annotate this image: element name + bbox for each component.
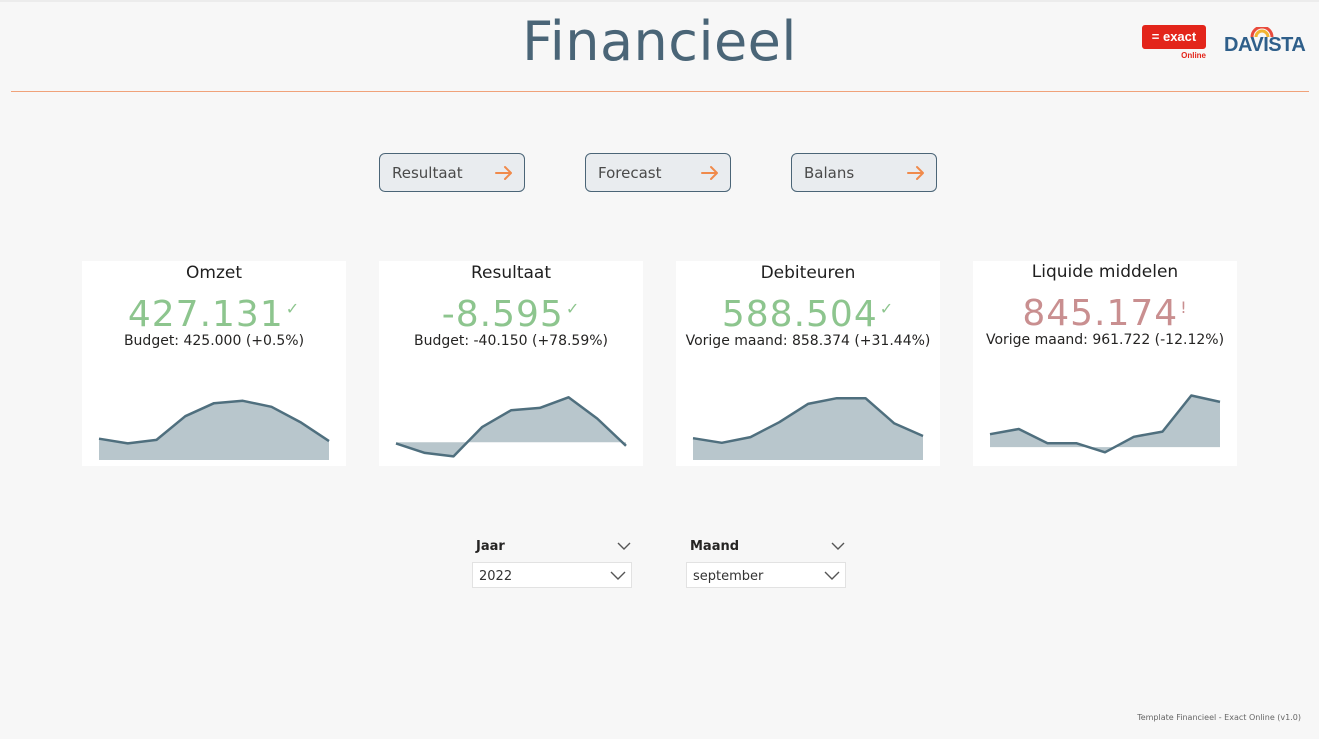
kpi-subtitle: Budget: 425.000 (+0.5%) xyxy=(123,333,305,349)
kpi-card-title: Debiteuren xyxy=(760,263,856,283)
kpi-value-number: -8.595 xyxy=(441,294,564,335)
month-filter-label: Maand xyxy=(690,539,740,554)
footer-version: Template Financieel - Exact Online (v1.0… xyxy=(1137,713,1301,722)
chevron-down-icon[interactable] xyxy=(617,541,631,551)
kpi-card-title: Omzet xyxy=(186,263,242,283)
sparkline-line xyxy=(98,399,330,445)
year-dropdown-value: 2022 xyxy=(479,569,513,584)
sparkline-chart xyxy=(98,399,330,460)
kpi-value: 845.174! xyxy=(973,293,1237,334)
top-strip xyxy=(0,0,1319,2)
kpi-card-resultaat: Resultaat -8.595 ✓ Budget: -40.150 (+78.5… xyxy=(379,261,643,466)
kpi-value: -8.595 ✓ xyxy=(379,294,643,335)
kpi-subtitle: Vorige maand: 961.722 (-12.12%) xyxy=(985,332,1225,348)
nav-button-label: Balans xyxy=(804,164,855,182)
month-dropdown-value: september xyxy=(693,569,764,584)
title-divider xyxy=(11,91,1309,92)
check-icon: ✓ xyxy=(565,299,581,318)
kpi-subtitle: Budget: -40.150 (+78.59%) xyxy=(413,333,609,349)
arrow-right-icon xyxy=(907,166,924,180)
davista-logo: DAVISTA xyxy=(1224,34,1306,56)
sparkline-chart xyxy=(989,394,1221,454)
kpi-value: 427.131 ✓ xyxy=(82,294,346,335)
sparkline-area xyxy=(396,397,626,457)
sparkline-chart xyxy=(395,396,627,458)
year-dropdown[interactable]: 2022 xyxy=(472,562,632,588)
kpi-value-number: 845.174 xyxy=(1022,293,1179,334)
kpi-card-omzet: Omzet 427.131 ✓ Budget: 425.000 (+0.5%) xyxy=(82,261,346,466)
check-icon: ✓ xyxy=(285,299,301,318)
sparkline-area xyxy=(99,400,329,460)
arrow-right-icon xyxy=(495,166,512,180)
kpi-card-title: Liquide middelen xyxy=(1031,262,1179,282)
chevron-down-icon xyxy=(824,571,840,580)
kpi-value-number: 588.504 xyxy=(721,294,878,335)
page-title: Financieel xyxy=(522,10,797,73)
kpi-value-number: 427.131 xyxy=(127,294,284,335)
sparkline-line xyxy=(395,396,627,458)
year-filter-label: Jaar xyxy=(476,539,505,554)
davista-arc-icon xyxy=(1250,27,1274,37)
sparkline-line xyxy=(989,394,1221,454)
sparkline-area xyxy=(693,398,923,460)
nav-button-balans[interactable]: Balans xyxy=(791,153,937,192)
kpi-card-liquide-middelen: Liquide middelen 845.174! Vorige maand: … xyxy=(973,261,1237,466)
chevron-down-icon xyxy=(610,571,626,580)
kpi-card-title: Resultaat xyxy=(470,263,552,283)
kpi-value: 588.504 ✓ xyxy=(676,294,940,335)
arrow-right-icon xyxy=(701,166,718,180)
kpi-subtitle: Vorige maand: 858.374 (+31.44%) xyxy=(685,333,931,349)
nav-button-resultaat[interactable]: Resultaat xyxy=(379,153,525,192)
sparkline-area xyxy=(990,395,1220,453)
nav-button-label: Resultaat xyxy=(392,164,463,182)
sparkline-line xyxy=(692,396,924,445)
warning-icon: ! xyxy=(1180,298,1188,317)
chevron-down-icon[interactable] xyxy=(831,541,845,551)
kpi-card-debiteuren: Debiteuren 588.504 ✓ Vorige maand: 858.37… xyxy=(676,261,940,466)
nav-button-forecast[interactable]: Forecast xyxy=(585,153,731,192)
sparkline-chart xyxy=(692,396,924,460)
exact-online-logo: = exact xyxy=(1142,25,1206,49)
month-dropdown[interactable]: september xyxy=(686,562,846,588)
check-icon: ✓ xyxy=(879,299,895,318)
exact-online-sublabel: Online xyxy=(1181,51,1206,60)
nav-button-label: Forecast xyxy=(598,164,662,182)
